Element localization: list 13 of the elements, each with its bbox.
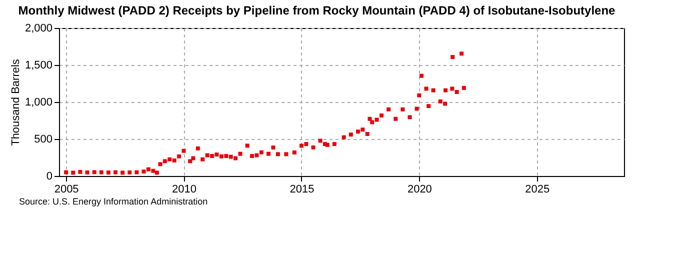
x-tick-label: 2020: [407, 184, 432, 196]
y-axis-title: Thousand Barrels: [10, 58, 22, 146]
chart-title: Monthly Midwest (PADD 2) Receipts by Pipeline from Rocky Mountain (PADD 4) of Isobutane-Isobutylene: [18, 4, 616, 18]
y-tick-label: 1,500: [24, 60, 52, 72]
source-note: Source: U.S. Energy Information Administration: [19, 196, 208, 206]
x-tick-label: 2025: [525, 184, 550, 196]
y-tick-label: 0: [46, 170, 52, 182]
x-tick-label: 2010: [172, 184, 197, 196]
y-tick-label: 1,000: [24, 96, 52, 108]
x-tick-label: 2015: [290, 184, 314, 196]
y-tick-label: 500: [34, 134, 52, 146]
x-tick-label: 2005: [54, 184, 79, 196]
y-tick-label: 2,000: [24, 22, 52, 34]
